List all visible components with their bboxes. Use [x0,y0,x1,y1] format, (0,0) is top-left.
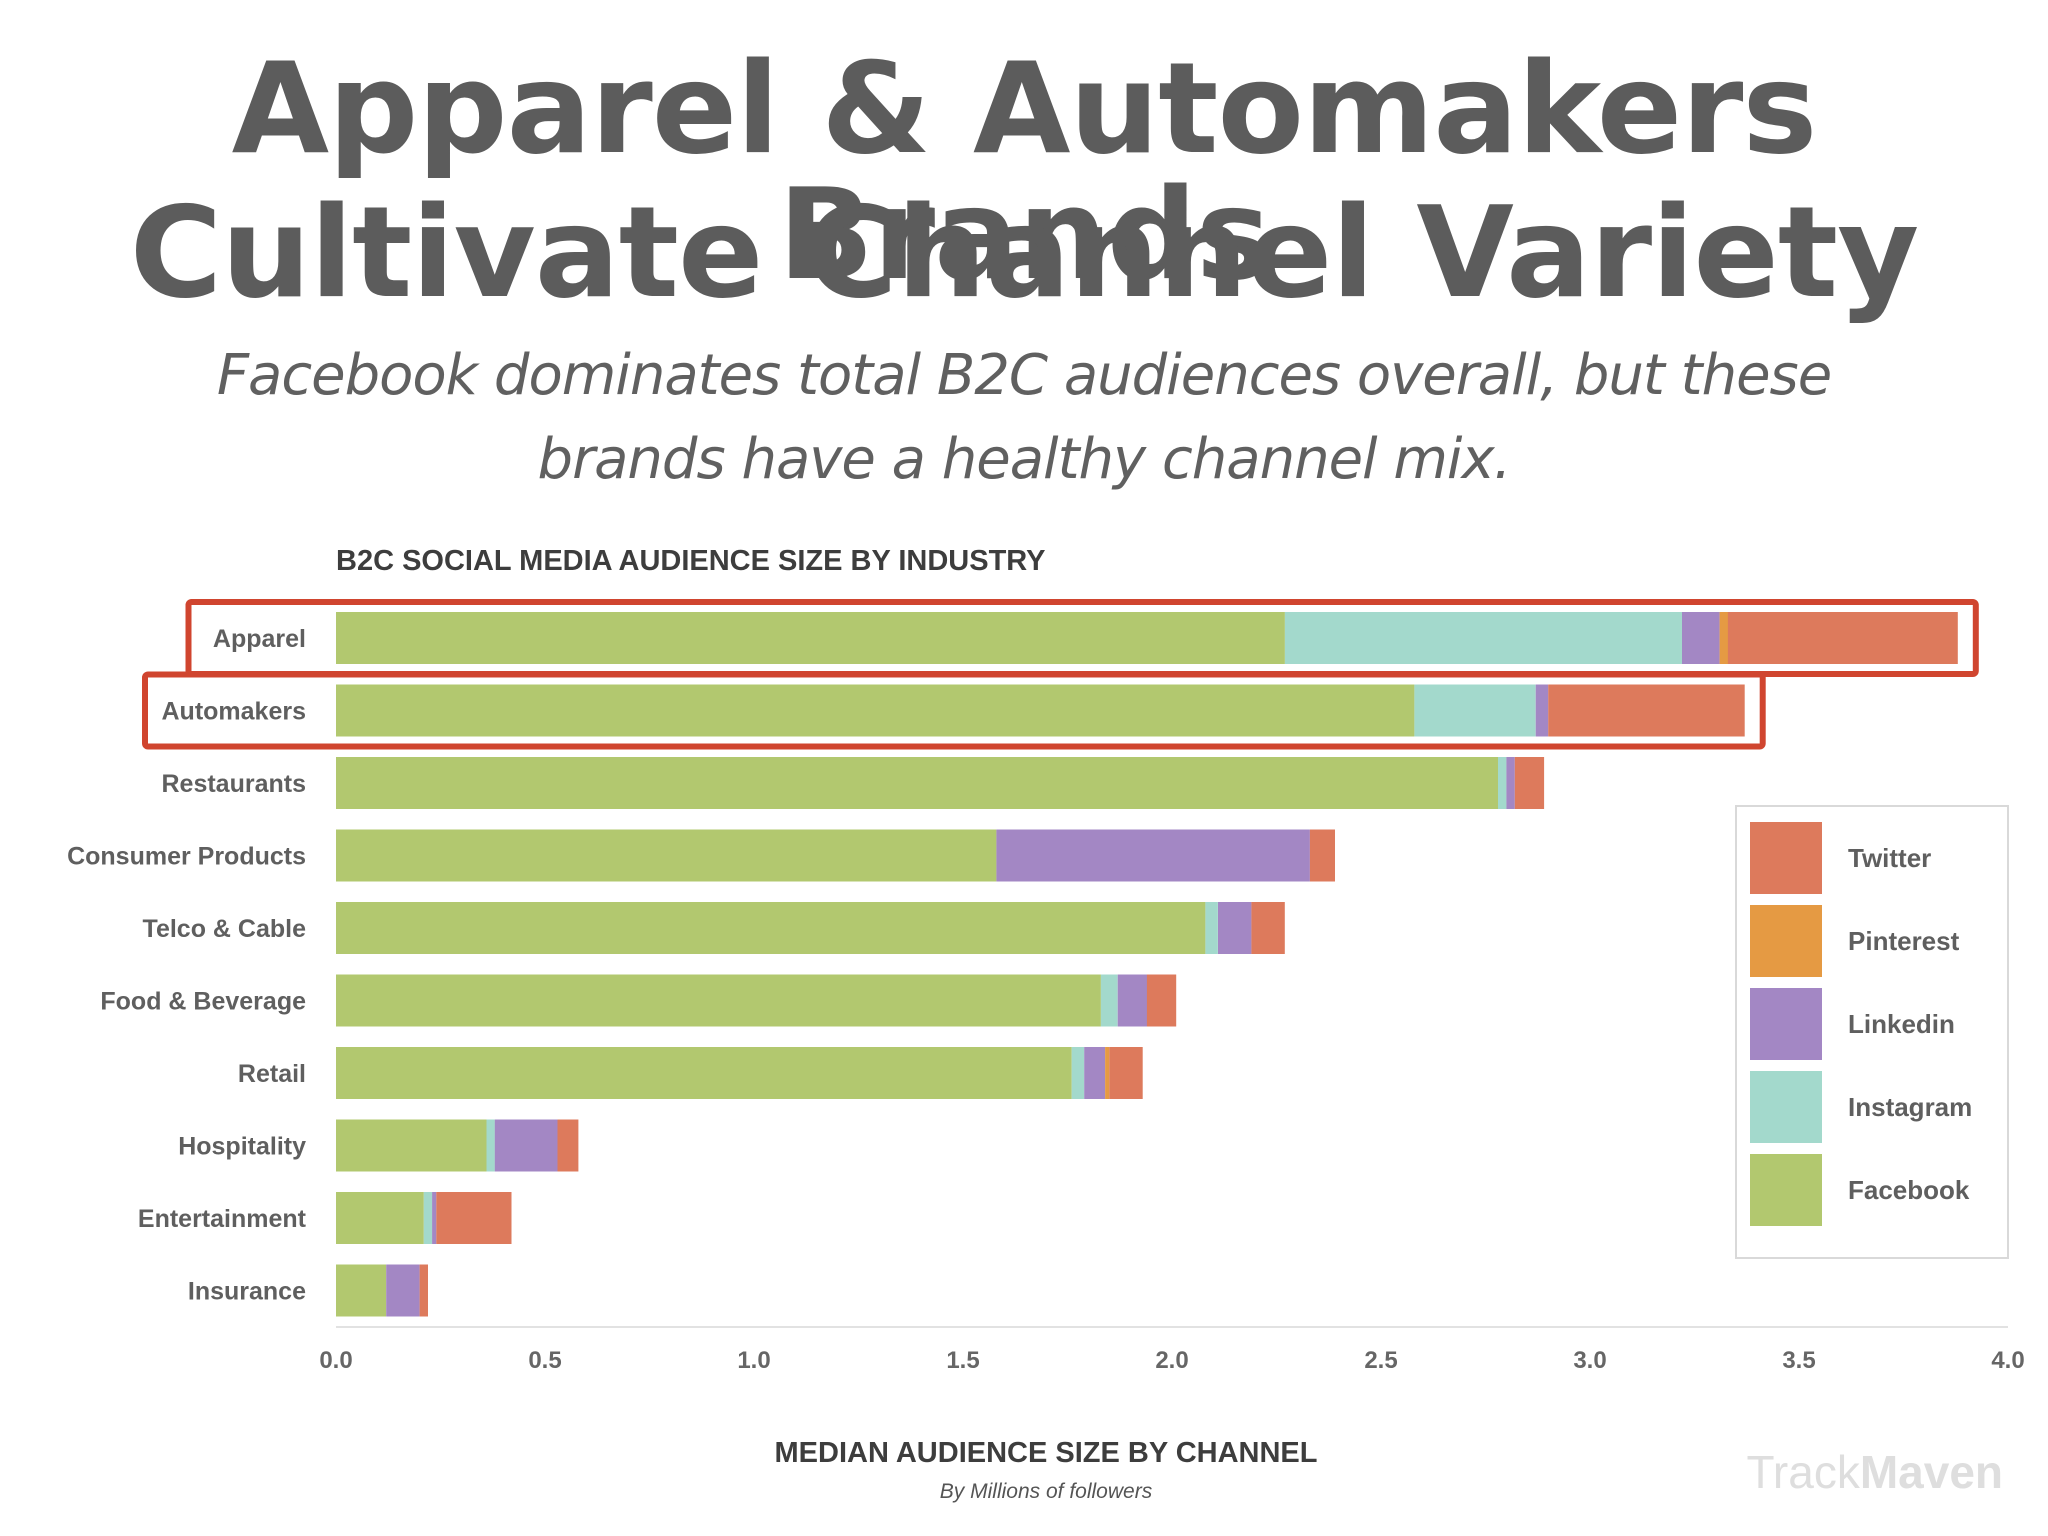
category-label-entertainment: Entertainment [138,1205,307,1233]
x-tick-1-5: 1.5 [946,1347,979,1374]
category-label-retail: Retail [238,1060,306,1088]
bar-telco-and-cable-instagram [1205,902,1218,954]
bar-automakers-twitter [1548,684,1745,737]
x-axis-label: MEDIAN AUDIENCE SIZE BY CHANNEL [775,1437,1318,1469]
legend-swatch-linkedin [1750,988,1822,1060]
x-tick-0-0: 0.0 [319,1347,352,1374]
legend-label-instagram: Instagram [1848,1092,1972,1122]
bar-automakers-instagram [1414,684,1536,737]
bar-consumer-products-facebook [336,829,997,882]
bar-food-and-beverage-twitter [1146,974,1177,1027]
bar-insurance-twitter [419,1264,428,1317]
bar-consumer-products-linkedin [996,829,1310,882]
bar-entertainment-linkedin [432,1192,437,1244]
trackmaven-watermark: TrackMaven [1747,1446,2003,1498]
headline-line-1: Apparel & Automakers Brands [231,35,1818,308]
x-tick-2-0: 2.0 [1155,1347,1188,1374]
x-tick-0-5: 0.5 [528,1347,561,1374]
x-tick-3-5: 3.5 [1782,1347,1815,1374]
bar-hospitality-facebook [336,1119,487,1172]
bar-food-and-beverage-instagram [1100,974,1118,1027]
bar-consumer-products-twitter [1309,829,1335,882]
bar-apparel-facebook [336,612,1285,664]
bar-insurance-facebook [336,1264,387,1317]
category-label-telco-and-cable: Telco & Cable [143,915,307,943]
headline-line-2: Cultivate Channel Variety [129,179,1919,326]
bar-apparel-linkedin [1682,612,1720,664]
x-tick-4-0: 4.0 [1991,1347,2024,1374]
legend-swatch-twitter [1750,822,1822,894]
watermark-part-1: Track [1747,1446,1861,1498]
legend-label-pinterest: Pinterest [1848,926,1960,956]
category-label-consumer-products: Consumer Products [67,843,306,871]
bar-retail-linkedin [1084,1047,1106,1099]
legend-swatch-facebook [1750,1154,1822,1226]
bar-restaurants-instagram [1498,757,1507,809]
category-labels: Apparel Automakers Restaurants Consumer Pro… [67,625,307,1306]
x-tick-2-5: 2.5 [1364,1347,1397,1374]
bar-restaurants-facebook [336,757,1498,809]
bar-entertainment-facebook [336,1192,424,1244]
highlight-boxes [142,599,1979,750]
bar-apparel-pinterest [1719,612,1728,664]
category-label-apparel: Apparel [213,625,306,653]
highlight-box-automakers [142,671,1766,750]
x-tick-labels: 0.0 0.5 1.0 1.5 2.0 2.5 3.0 3.5 4.0 [319,1347,2024,1374]
x-tick-1-0: 1.0 [737,1347,770,1374]
subtitle-line-2: brands have a healthy channel mix. [537,427,1512,492]
category-label-automakers: Automakers [162,698,307,726]
bar-restaurants-linkedin [1506,757,1515,809]
category-label-hospitality: Hospitality [178,1133,306,1161]
chart-title: B2C SOCIAL MEDIA AUDIENCE SIZE BY INDUST… [336,545,1046,577]
bar-retail-twitter [1109,1047,1143,1099]
x-tick-3-0: 3.0 [1573,1347,1606,1374]
bar-food-and-beverage-facebook [336,974,1101,1027]
legend-swatch-instagram [1750,1071,1822,1143]
bar-hospitality-instagram [486,1119,495,1172]
bar-restaurants-twitter [1514,757,1545,809]
bar-telco-and-cable-twitter [1251,902,1285,954]
bar-food-and-beverage-linkedin [1117,974,1147,1027]
category-label-insurance: Insurance [188,1278,306,1306]
bar-telco-and-cable-facebook [336,902,1206,954]
bar-retail-pinterest [1105,1047,1110,1099]
subtitle-line-1: Facebook dominates total B2C audiences o… [216,343,1832,408]
bar-telco-and-cable-linkedin [1218,902,1252,954]
bar-apparel-twitter [1727,612,1958,664]
category-label-restaurants: Restaurants [162,770,307,798]
bar-group [336,612,1958,1317]
bar-entertainment-instagram [423,1192,433,1244]
legend-swatch-pinterest [1750,905,1822,977]
legend-label-linkedin: Linkedin [1848,1009,1955,1039]
category-label-food-and-beverage: Food & Beverage [100,988,306,1016]
bar-entertainment-twitter [436,1192,512,1244]
bar-insurance-linkedin [386,1264,420,1317]
bar-hospitality-twitter [557,1119,579,1172]
bar-retail-facebook [336,1047,1072,1099]
bar-hospitality-linkedin [494,1119,558,1172]
legend: Twitter Pinterest Linkedin Instagram Faceboo… [1735,805,2009,1259]
watermark-part-2: Maven [1860,1446,2003,1498]
bar-retail-instagram [1071,1047,1085,1099]
bar-automakers-facebook [336,684,1415,737]
bar-apparel-instagram [1284,612,1682,664]
x-axis-sublabel: By Millions of followers [940,1480,1153,1503]
bar-automakers-linkedin [1535,684,1549,737]
legend-label-twitter: Twitter [1848,843,1931,873]
legend-label-facebook: Facebook [1848,1175,1970,1205]
